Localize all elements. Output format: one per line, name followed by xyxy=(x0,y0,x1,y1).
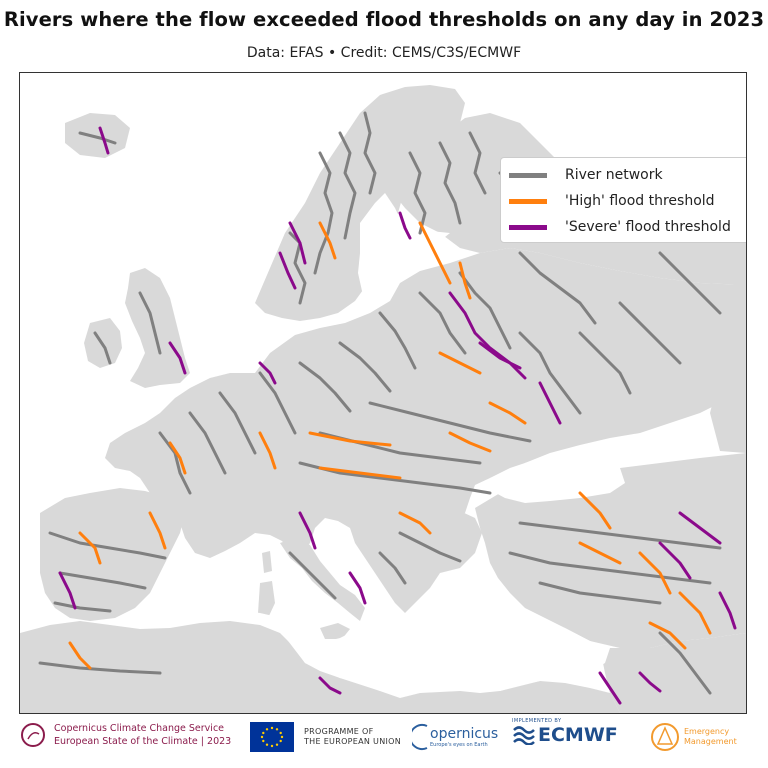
land-east xyxy=(710,208,746,453)
ecmwf-logo: IMPLEMENTED BY ECMWF xyxy=(512,718,618,746)
land-iberia xyxy=(40,488,185,621)
eu-flag-icon xyxy=(250,722,294,752)
emergency-management-logo: Emergency Management xyxy=(650,722,737,752)
legend-swatch-high xyxy=(509,198,547,204)
map-subtitle: Data: EFAS • Credit: CEMS/C3S/ECMWF xyxy=(246,45,522,61)
legend-swatch-river xyxy=(509,172,547,178)
high-threshold-rivers xyxy=(68,221,712,670)
legend-swatch-severe xyxy=(509,224,547,230)
land-sicily xyxy=(320,623,350,639)
land-north-africa xyxy=(20,621,620,713)
black-sea xyxy=(490,455,625,503)
legend-label-severe: 'Severe' flood threshold xyxy=(565,219,731,235)
em-line2: Management xyxy=(684,737,737,746)
ecmwf-wave-icon xyxy=(513,726,535,745)
land-italy xyxy=(280,538,365,621)
adriatic-sea xyxy=(320,538,378,593)
land-corsica xyxy=(262,551,272,573)
copernicus-c-icon xyxy=(412,724,428,750)
mediterranean xyxy=(180,608,610,693)
land-sardinia xyxy=(258,581,275,618)
land-great-britain xyxy=(125,268,190,388)
copernicus-logo: opernicus Europe's eyes on Earth xyxy=(412,722,498,752)
em-line1: Emergency xyxy=(684,727,730,736)
c3s-logo: Copernicus Climate Change Service Europe… xyxy=(20,722,231,748)
copernicus-tagline: Europe's eyes on Earth xyxy=(430,742,488,748)
ecmwf-name: ECMWF xyxy=(538,724,618,746)
c3s-name: Copernicus Climate Change Service xyxy=(54,723,225,734)
eu-line1: PROGRAMME OF xyxy=(304,727,374,736)
legend-label-high: 'High' flood threshold xyxy=(565,193,715,209)
c3s-report: European State of the Climate | 2023 xyxy=(54,736,232,747)
land-anatolia xyxy=(475,453,746,648)
legend-item-high: 'High' flood threshold xyxy=(509,190,715,212)
land-scandinavia xyxy=(255,85,465,321)
ecmwf-implemented-by: IMPLEMENTED BY xyxy=(512,718,562,724)
baltic-sea xyxy=(358,193,402,293)
land-iceland xyxy=(65,113,130,158)
eu-line2: THE EUROPEAN UNION xyxy=(304,737,402,746)
land-balkans xyxy=(350,511,482,613)
legend-item-river-network: River network xyxy=(509,164,663,186)
map-legend: River network 'High' flood threshold 'Se… xyxy=(500,157,746,243)
aegean-sea xyxy=(455,563,490,608)
legend-item-severe: 'Severe' flood threshold xyxy=(509,216,731,238)
footer-logos: Copernicus Climate Change Service Europe… xyxy=(0,718,768,768)
legend-label-river: River network xyxy=(565,167,663,183)
c3s-icon xyxy=(21,723,45,747)
copernicus-name: opernicus xyxy=(430,726,499,742)
map-title: Rivers where the flow exceeded flood thr… xyxy=(3,8,765,31)
flood-map: River network 'High' flood threshold 'Se… xyxy=(19,72,747,714)
eu-logo: PROGRAMME OF THE EUROPEAN UNION xyxy=(250,722,401,752)
land-europe xyxy=(105,248,746,558)
severe-threshold-rivers xyxy=(58,126,737,705)
emergency-icon xyxy=(651,723,679,751)
